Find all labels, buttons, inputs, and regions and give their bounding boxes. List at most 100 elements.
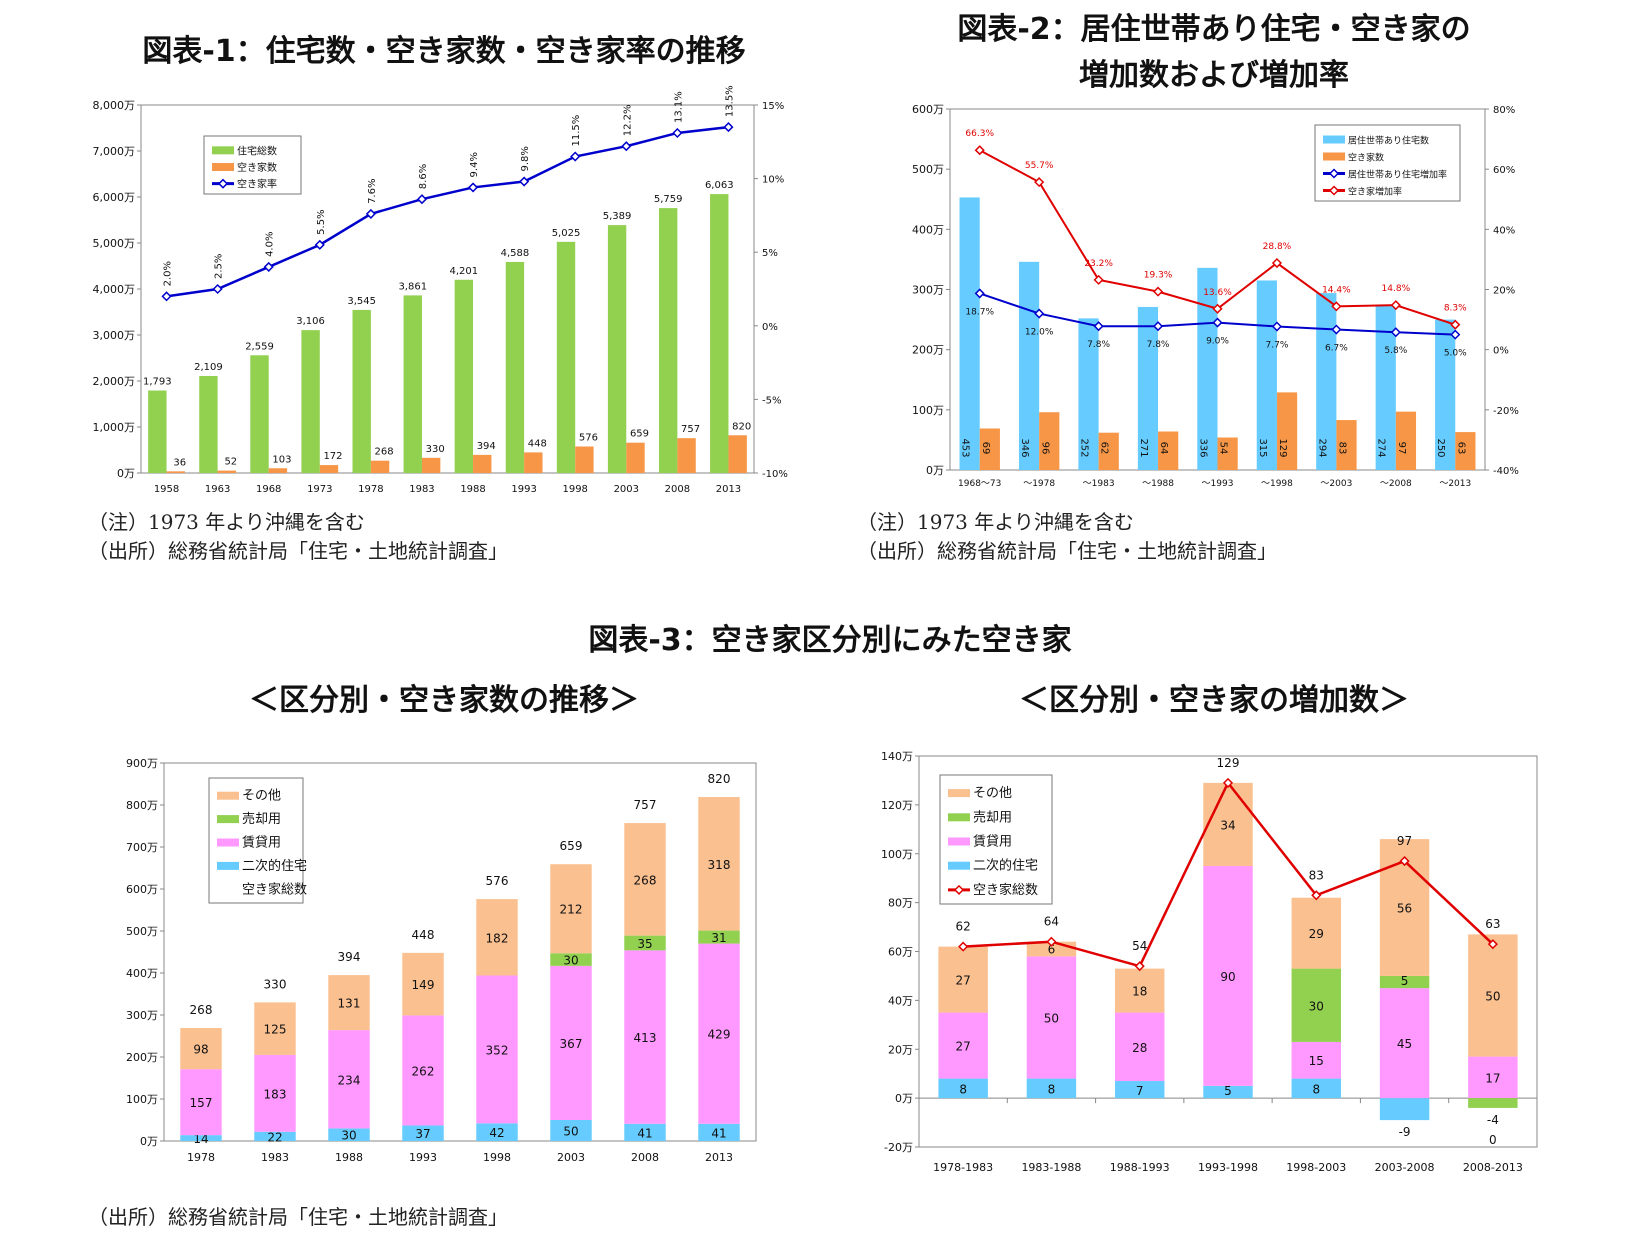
data-label-occupied-growth-rate: 7.7% xyxy=(1266,341,1289,351)
point-vacant-growth-rate xyxy=(1093,274,1104,285)
bar-housing-total xyxy=(250,355,269,473)
segment-label: 50 xyxy=(1485,989,1500,1003)
point-vacant-total xyxy=(1222,777,1234,788)
total-label: 576 xyxy=(486,874,509,888)
bar-segment-賃貸用 xyxy=(328,1030,370,1129)
line-vacancy-rate xyxy=(166,125,729,298)
point-vacant-growth-rate xyxy=(1034,177,1045,188)
point-vacancy-rate xyxy=(723,122,734,133)
segment-label: 212 xyxy=(560,903,583,917)
x-tick-label: 1978 xyxy=(358,484,383,495)
legend-swatch xyxy=(948,861,970,870)
segment-label: 413 xyxy=(634,1031,657,1045)
x-tick-label: 〜2008 xyxy=(1380,479,1412,489)
point-vacant-total xyxy=(958,941,969,952)
fig2-title-line1: 図表-2：居住世帯あり住宅・空き家の xyxy=(957,12,1471,47)
point-vacant-growth-rate xyxy=(1212,303,1223,314)
data-label-vacant-houses: 394 xyxy=(477,441,496,452)
data-label-occupied-housing: 271 xyxy=(1138,438,1149,457)
x-tick-label: 1983 xyxy=(409,484,434,495)
chart-1-y2-axis-tick-label: -5% xyxy=(762,395,781,406)
x-tick-label: 1993 xyxy=(409,1151,437,1164)
bar-housing-total xyxy=(505,261,525,473)
bar-segment-賃貸用 xyxy=(1026,956,1077,1079)
bar-segment-二次的住宅 xyxy=(698,1123,740,1141)
point-vacancy-rate xyxy=(672,127,683,139)
legend-marker xyxy=(1328,185,1340,196)
chart-3-y-axis-tick-label: 800万 xyxy=(126,799,158,812)
bar-vacant-houses xyxy=(1158,431,1179,470)
x-tick-label: 2008-2013 xyxy=(1463,1161,1523,1174)
total-label: 757 xyxy=(634,798,657,812)
chart-1-y-axis-tick-label: 0万 xyxy=(117,467,135,480)
chart-1-y-axis-tick-label: 2,000万 xyxy=(93,375,136,388)
data-label-vacancy-rate: 4.0% xyxy=(265,232,276,257)
chart-4-y-axis-tick-label: 0万 xyxy=(895,1092,913,1105)
total-label: 63 xyxy=(1485,917,1500,931)
bar-occupied-housing xyxy=(959,197,980,470)
bar-housing-total xyxy=(403,295,422,473)
total-label: 448 xyxy=(412,928,435,942)
segment-label: 35 xyxy=(637,937,652,951)
x-tick-label: 2008 xyxy=(631,1151,659,1164)
point-vacant-total xyxy=(1399,856,1410,867)
x-tick-label: 1993 xyxy=(511,484,536,495)
bar-segment-その他 xyxy=(624,823,666,936)
point-vacancy-rate xyxy=(467,182,479,193)
x-tick-label: 1958 xyxy=(154,484,179,495)
data-label-vacant-houses: 576 xyxy=(579,433,598,444)
bar-vacant-houses xyxy=(728,435,747,473)
chart-2-y2-axis-tick-label: -20% xyxy=(1493,406,1519,417)
point-occupied-growth-rate xyxy=(1450,329,1461,340)
segment-label: 22 xyxy=(267,1130,282,1144)
data-label-vacant-growth-rate: 8.3% xyxy=(1444,304,1467,314)
data-label-vacant-growth-rate: 66.3% xyxy=(965,129,994,139)
data-label-housing-total: 5,025 xyxy=(552,228,581,239)
legend-marker xyxy=(953,884,965,895)
bar-vacant-houses xyxy=(1336,420,1357,470)
total-label: 62 xyxy=(956,920,971,934)
chart-2-y-axis-tick-label: 0万 xyxy=(926,464,944,477)
chart-1-y-axis-tick-label: 7,000万 xyxy=(93,145,136,158)
data-label-housing-total: 3,861 xyxy=(398,281,427,292)
data-label-vacancy-rate: 13.5% xyxy=(724,85,735,117)
bar-vacant-houses xyxy=(626,442,645,473)
x-tick-label: 1998 xyxy=(562,484,587,495)
legend-swatch xyxy=(948,813,970,822)
data-label-housing-total: 6,063 xyxy=(705,180,734,191)
bar-occupied-housing xyxy=(1137,306,1159,470)
chart-1-y2-axis-tick-label: -10% xyxy=(762,469,788,480)
legend-label: 空き家率 xyxy=(237,178,277,191)
data-label-occupied-growth-rate: 5.0% xyxy=(1444,349,1467,359)
legend-label: 空き家数 xyxy=(237,161,277,174)
data-label-occupied-housing: 453 xyxy=(960,438,971,457)
bar-housing-total xyxy=(352,309,371,473)
segment-label: 45 xyxy=(1397,1037,1412,1051)
fig3-left-subtitle: ＜区分別・空き家数の推移＞ xyxy=(249,683,639,718)
bar-segment-賃貸用 xyxy=(624,950,666,1124)
legend-swatch xyxy=(1323,135,1345,144)
data-label-vacant-growth-rate: 14.4% xyxy=(1322,285,1351,295)
segment-label: 149 xyxy=(412,978,435,992)
bar-housing-total xyxy=(301,330,320,473)
data-label-vacant-houses: 52 xyxy=(224,457,237,468)
point-vacancy-rate xyxy=(621,141,632,152)
bar-vacant-houses xyxy=(1276,392,1298,470)
x-tick-label: 1983-1988 xyxy=(1021,1161,1081,1174)
data-label-vacant-houses: 54 xyxy=(1218,442,1229,455)
segment-label: 27 xyxy=(956,1040,971,1054)
x-tick-label: 1978-1983 xyxy=(933,1161,993,1174)
x-tick-label: 2008 xyxy=(665,484,690,495)
bar-segment-二次的住宅 xyxy=(550,1120,592,1141)
bar-segment-その他 xyxy=(1203,782,1253,866)
data-label-housing-total: 3,106 xyxy=(296,316,325,327)
data-label-vacant-growth-rate: 13.6% xyxy=(1203,288,1232,298)
legend-label: 空き家数 xyxy=(1348,152,1384,164)
bar-occupied-housing xyxy=(1435,319,1456,470)
point-vacant-total xyxy=(1311,890,1322,901)
chart-2-y2-axis-tick-label: 60% xyxy=(1493,165,1515,176)
bar-housing-total xyxy=(454,279,474,473)
bar-housing-total xyxy=(607,225,627,473)
bar-segment-二次的住宅 xyxy=(624,1123,666,1141)
